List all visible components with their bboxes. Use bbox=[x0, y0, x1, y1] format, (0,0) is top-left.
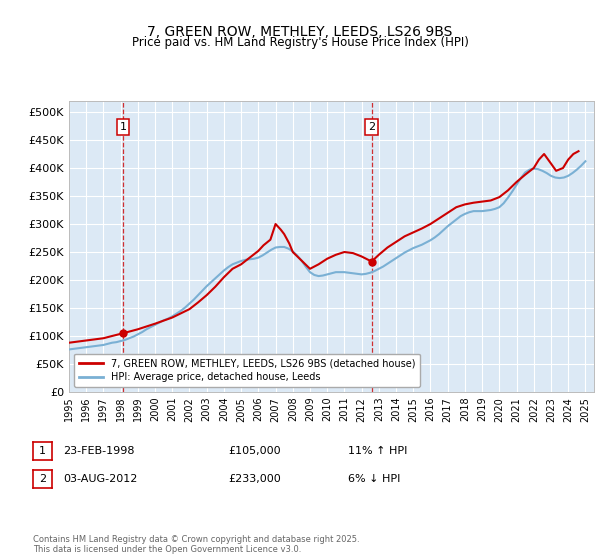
Text: 2: 2 bbox=[39, 474, 46, 484]
Text: Contains HM Land Registry data © Crown copyright and database right 2025.
This d: Contains HM Land Registry data © Crown c… bbox=[33, 535, 359, 554]
Text: 03-AUG-2012: 03-AUG-2012 bbox=[63, 474, 137, 484]
Text: 23-FEB-1998: 23-FEB-1998 bbox=[63, 446, 134, 456]
Text: 6% ↓ HPI: 6% ↓ HPI bbox=[348, 474, 400, 484]
Text: 1: 1 bbox=[39, 446, 46, 456]
Legend: 7, GREEN ROW, METHLEY, LEEDS, LS26 9BS (detached house), HPI: Average price, det: 7, GREEN ROW, METHLEY, LEEDS, LS26 9BS (… bbox=[74, 353, 420, 387]
Text: 11% ↑ HPI: 11% ↑ HPI bbox=[348, 446, 407, 456]
Text: £105,000: £105,000 bbox=[228, 446, 281, 456]
Text: 2: 2 bbox=[368, 122, 375, 132]
Text: £233,000: £233,000 bbox=[228, 474, 281, 484]
Text: Price paid vs. HM Land Registry's House Price Index (HPI): Price paid vs. HM Land Registry's House … bbox=[131, 36, 469, 49]
Text: 1: 1 bbox=[120, 122, 127, 132]
Text: 7, GREEN ROW, METHLEY, LEEDS, LS26 9BS: 7, GREEN ROW, METHLEY, LEEDS, LS26 9BS bbox=[148, 25, 452, 39]
